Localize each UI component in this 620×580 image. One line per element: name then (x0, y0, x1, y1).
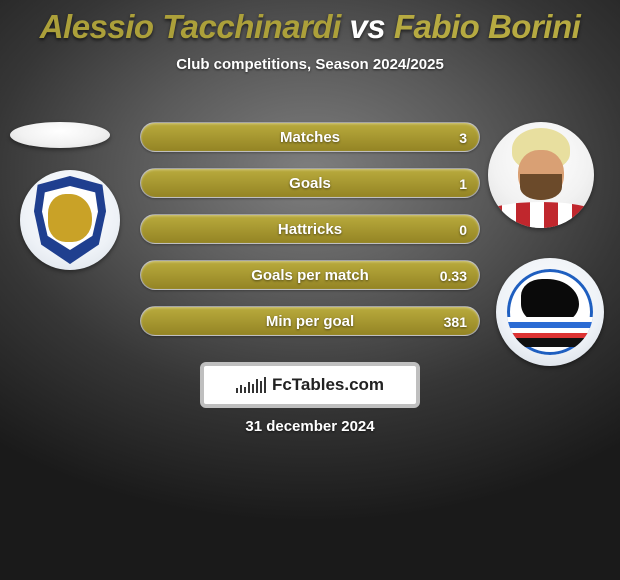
sampdoria-disc-icon (507, 269, 593, 355)
stat-row: Goals1 (140, 168, 480, 198)
stat-row: Goals per match0.33 (140, 260, 480, 290)
stat-right-value: 3 (459, 123, 467, 152)
comparison-card: Alessio Tacchinardi vs Fabio Borini Club… (0, 0, 620, 580)
brand-text: FcTables.com (272, 375, 384, 395)
brescia-lion-icon (48, 194, 92, 242)
sampdoria-bands-icon (507, 317, 593, 347)
player2-beard-icon (520, 174, 562, 200)
player1-name: Alessio Tacchinardi (40, 8, 341, 45)
vs-separator: vs (349, 8, 385, 45)
player2-avatar (488, 122, 594, 228)
stat-row: Matches3 (140, 122, 480, 152)
stats-panel: Matches3Goals1Hattricks0Goals per match0… (140, 122, 480, 352)
player2-name: Fabio Borini (394, 8, 581, 45)
brand-bars-icon (236, 377, 266, 393)
stat-label: Matches (141, 123, 479, 152)
stat-right-value: 0 (459, 215, 467, 244)
stat-label: Hattricks (141, 215, 479, 244)
stat-label: Goals per match (141, 261, 479, 290)
player2-club-crest (496, 258, 604, 366)
stat-row: Hattricks0 (140, 214, 480, 244)
brescia-shield-icon (34, 176, 106, 264)
stat-row: Min per goal381 (140, 306, 480, 336)
player2-jersey-icon (488, 202, 594, 228)
stat-right-value: 0.33 (440, 261, 467, 290)
stat-label: Min per goal (141, 307, 479, 336)
subtitle: Club competitions, Season 2024/2025 (0, 56, 620, 73)
date-stamp: 31 december 2024 (0, 418, 620, 435)
player1-club-crest (20, 170, 120, 270)
page-title: Alessio Tacchinardi vs Fabio Borini (0, 0, 620, 46)
stat-right-value: 1 (459, 169, 467, 198)
stat-label: Goals (141, 169, 479, 198)
stat-right-value: 381 (444, 307, 467, 336)
brand-box: FcTables.com (200, 362, 420, 408)
player1-avatar-placeholder (10, 122, 110, 148)
